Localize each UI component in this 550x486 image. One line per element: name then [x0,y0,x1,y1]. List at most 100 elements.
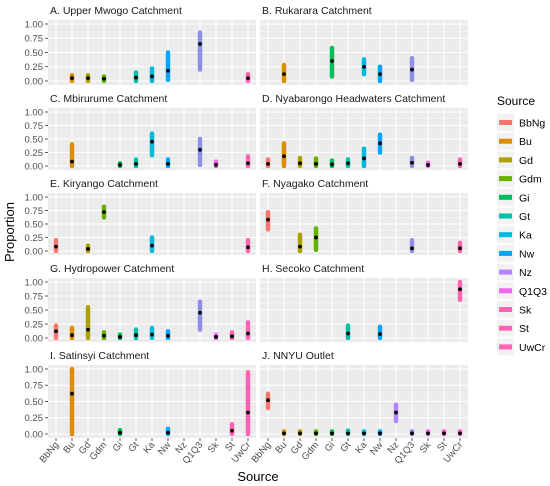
facet-title: E. Kiryango Catchment [50,178,158,190]
median-point-UwCr [246,161,250,166]
legend-label: UwCr [519,342,546,354]
x-tick-label: Gdm [88,440,110,463]
x-tick-label: Nw [368,440,385,458]
median-point-Gd [86,76,90,81]
y-tick-label: 1.00 [25,107,44,118]
x-tick-label: Bu [61,440,77,456]
median-point-Nw [166,333,170,338]
y-tick-label: 0.00 [25,429,44,440]
facet-panel: J. NNYU Outlet [260,350,468,438]
y-tick-label: 0.75 [25,34,44,45]
median-point-Bu [70,391,74,396]
facet-title: G. Hydropower Catchment [50,263,174,275]
median-point-BbNg [54,329,58,334]
median-point-Gd [298,244,302,249]
facet-panel: C. Mbirurume Catchment 0.00 0.25 0.50 0.75 1.… [25,93,256,172]
x-tick-label: Ka [141,439,157,456]
legend-label: Gd [519,155,533,167]
x-tick-label: Sk [206,440,222,456]
median-point-BbNg [266,161,270,166]
y-tick-label: 0.50 [25,305,44,316]
facet-panel: H. Secoko Catchment [260,263,468,342]
median-point-Gdm [102,210,106,215]
legend: Source BbNg Bu Gd Gdm Gi Gt Ka Nw Nz Q1Q3 Sk St UwCr [497,94,547,356]
median-point-Gd [86,246,90,251]
median-point-Bu [70,159,74,164]
x-tick-label: BbNg [38,440,62,465]
y-tick-label: 1.00 [25,192,44,203]
y-tick-label: 0.25 [25,233,44,244]
facet-title: H. Secoko Catchment [262,263,364,275]
median-point-Gt [346,161,350,166]
x-axis-label: Source [237,469,278,484]
facet-title: F. Nyagako Catchment [262,178,368,190]
median-point-UwCr [458,161,462,166]
legend-label: Nz [519,267,532,279]
median-point-Gdm [102,333,106,338]
y-axis-label: Proportion [2,202,17,262]
median-point-Ka [362,156,366,161]
median-point-Ka [150,139,154,144]
legend-label: Gt [519,211,530,223]
facet-panel: E. Kiryango Catchment 0.00 0.25 0.50 0.75 1.0… [25,178,256,257]
y-tick-label: 1.00 [25,364,44,375]
median-point-Nz [394,410,398,415]
legend-title: Source [497,94,535,108]
y-tick-label: 0.75 [25,291,44,302]
median-point-Nw [166,161,170,166]
median-point-Nw [378,431,382,436]
x-tick-label: Gt [338,440,353,455]
median-point-UwCr [458,287,462,292]
median-point-St [442,431,446,436]
median-point-Gd [298,431,302,436]
median-point-Gi [330,431,334,436]
facet-panel: G. Hydropower Catchment 0.00 0.25 0.50 0.75 1… [25,263,256,344]
median-point-Gt [134,75,138,80]
median-point-BbNg [54,244,58,249]
median-point-Q1Q3 [198,147,202,152]
y-tick-label: 1.00 [25,19,44,30]
median-point-BbNg [266,217,270,222]
legend-label: Ka [519,230,532,242]
median-point-Gt [134,333,138,338]
x-tick-label: Gdm [300,440,322,463]
legend-label: BbNg [519,118,545,130]
y-tick-label: 0.25 [25,413,44,424]
median-point-Q1Q3 [410,160,414,165]
y-tick-label: 0.50 [25,134,44,145]
median-point-UwCr [246,410,250,415]
facet-title: I. Satinsyi Catchment [50,350,149,362]
y-tick-label: 0.50 [25,48,44,59]
x-tick-label: Gi [323,440,338,454]
median-point-BbNg [266,398,270,403]
median-point-Gi [330,162,334,167]
x-tick-label: Nw [156,440,173,458]
median-point-St [230,428,234,433]
x-tick-label: Ka [353,439,369,456]
median-point-Gt [346,431,350,436]
y-tick-label: 0.50 [25,219,44,230]
median-point-St [230,334,234,339]
median-point-Bu [282,72,286,77]
median-point-Q1Q3 [410,67,414,72]
y-tick-label: 0.00 [25,161,44,172]
y-tick-label: 0.00 [25,246,44,257]
x-tick-label: Gt [126,440,141,455]
median-point-Gd [298,161,302,166]
facet-panel: B. Rukarara Catchment [260,5,468,85]
median-point-Nw [166,68,170,73]
median-point-Nw [378,141,382,146]
legend-label: Bu [519,136,532,148]
panels-layer: A. Upper Mwogo Catchment 0.00 0.25 0.50 0.75… [25,5,468,440]
legend-label: Gi [519,192,530,204]
median-point-Nw [378,332,382,336]
y-tick-label: 0.75 [25,206,44,217]
median-point-Ka [362,431,366,436]
y-tick-label: 0.75 [25,121,44,132]
y-tick-label: 0.25 [25,148,44,159]
facet-title: J. NNYU Outlet [262,350,334,362]
median-point-Bu [282,154,286,159]
median-point-Gdm [314,431,318,436]
median-point-Ka [150,243,154,248]
